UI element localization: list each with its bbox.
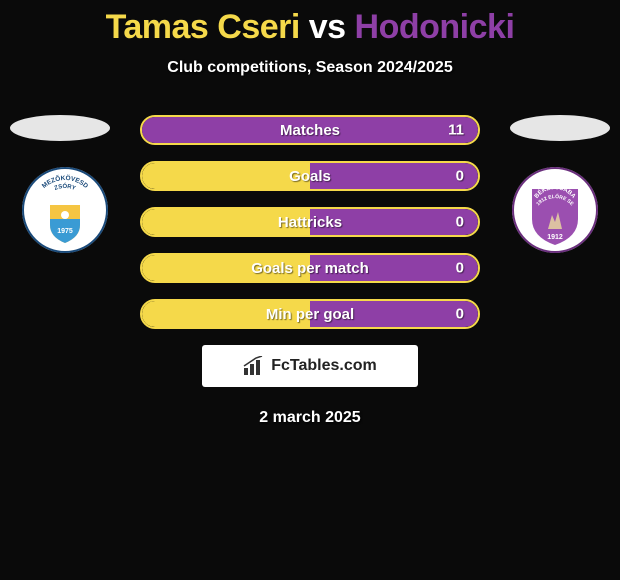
comparison-title: Tamas Cseri vs Hodonicki <box>0 0 620 47</box>
attribution-text: FcTables.com <box>271 357 377 375</box>
bar-chart-icon <box>243 356 267 376</box>
stat-row: Goals 0 <box>140 161 480 191</box>
stat-fill-right <box>310 163 478 189</box>
stat-label: Goals <box>289 168 331 185</box>
stat-value-right: 0 <box>456 214 464 231</box>
stat-label: Goals per match <box>251 260 369 277</box>
stat-label: Matches <box>280 122 340 139</box>
player2-club-badge: BÉKÉSCSABA 1912 ELŐRE SE 1912 <box>512 167 598 253</box>
stat-row: Min per goal 0 <box>140 299 480 329</box>
player1-name: Tamas Cseri <box>106 8 300 46</box>
mezokovesd-badge-icon: MEZŐKÖVESD ZSÓRY 1975 <box>22 167 108 253</box>
svg-text:1975: 1975 <box>57 228 73 235</box>
player1-head-silhouette <box>10 115 110 141</box>
stats-area: MEZŐKÖVESD ZSÓRY 1975 BÉKÉSCSABA 1912 EL… <box>0 115 620 329</box>
bekescsaba-badge-icon: BÉKÉSCSABA 1912 ELŐRE SE 1912 <box>512 167 598 253</box>
svg-text:1912: 1912 <box>547 234 563 241</box>
season-subtitle: Club competitions, Season 2024/2025 <box>0 59 620 77</box>
vs-text: vs <box>309 8 346 46</box>
stat-value-right: 0 <box>456 260 464 277</box>
stat-row: Goals per match 0 <box>140 253 480 283</box>
stat-rows-container: Matches11Goals0Hattricks0Goals per match… <box>140 115 480 329</box>
player2-head-silhouette <box>510 115 610 141</box>
stat-fill-left <box>142 163 310 189</box>
stat-label: Min per goal <box>266 306 354 323</box>
stat-value-right: 11 <box>448 122 464 139</box>
attribution-badge: FcTables.com <box>202 345 418 387</box>
stat-label: Hattricks <box>278 214 342 231</box>
stat-row: Matches 11 <box>140 115 480 145</box>
date-text: 2 march 2025 <box>0 409 620 427</box>
player1-club-badge: MEZŐKÖVESD ZSÓRY 1975 <box>22 167 108 253</box>
stat-value-right: 0 <box>456 168 464 185</box>
stat-row: Hattricks 0 <box>140 207 480 237</box>
stat-value-right: 0 <box>456 306 464 323</box>
player2-name: Hodonicki <box>355 8 515 46</box>
